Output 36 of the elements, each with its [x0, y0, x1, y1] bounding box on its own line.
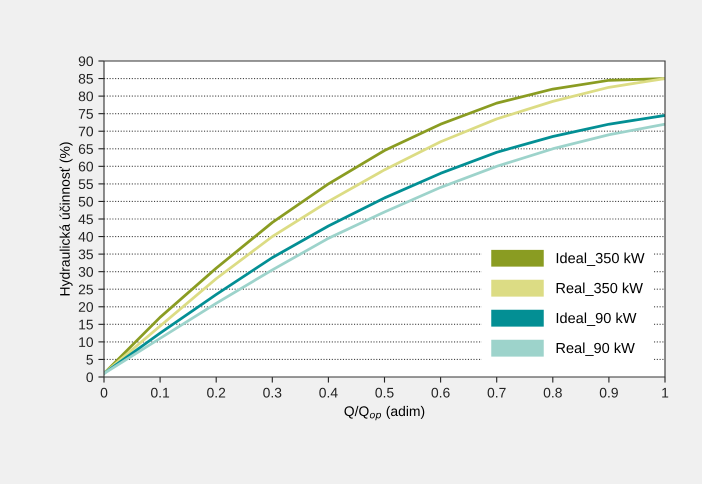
y-tick-label: 75: [78, 109, 94, 119]
y-axis-title: Hydraulická účinnosť (%): [59, 142, 73, 296]
y-tick-label: 90: [78, 56, 94, 66]
x-tick-label: 0.7: [488, 388, 506, 398]
y-tick-label: 80: [78, 91, 94, 102]
x-tick-label: 0: [100, 388, 108, 398]
legend-label: Ideal_90 kW: [556, 312, 636, 326]
x-tick-label: 0.2: [207, 388, 226, 398]
legend-label: Real_90 kW: [556, 342, 635, 356]
legend-label: Ideal_350 kW: [556, 252, 645, 266]
x-tick-label: 0.5: [375, 388, 394, 398]
y-tick-label: 65: [78, 144, 94, 154]
y-tick-label: 60: [78, 162, 94, 172]
legend-label: Real_350 kW: [556, 282, 643, 296]
y-tick-label: 0: [86, 372, 94, 382]
x-tick-label: 0.9: [600, 388, 618, 398]
y-tick-label: 50: [78, 196, 94, 207]
y-tick-label: 55: [78, 179, 94, 190]
x-tick-label: 0.1: [150, 388, 170, 398]
x-tick-label: 0.3: [263, 388, 282, 398]
y-tick-label: 20: [78, 302, 94, 312]
x-tick-label: 0.4: [319, 388, 338, 398]
y-tick-label: 10: [79, 337, 94, 348]
x-axis-title: Q/Q$_{op}$ (adim): [344, 406, 424, 420]
y-tick-label: 35: [78, 249, 94, 260]
y-tick-label: 15: [79, 320, 94, 330]
y-tick-label: 45: [78, 214, 94, 224]
x-tick-label: 0.8: [544, 388, 562, 398]
y-tick-label: 70: [78, 126, 94, 136]
y-tick-label: 40: [78, 232, 94, 242]
x-tick-label: 0.6: [431, 388, 450, 398]
y-tick-label: 5: [86, 354, 93, 365]
y-tick-label: 85: [78, 74, 94, 84]
y-tick-label: 30: [78, 267, 94, 277]
x-tick-label: 1: [662, 388, 668, 398]
y-tick-label: 25: [78, 284, 94, 294]
